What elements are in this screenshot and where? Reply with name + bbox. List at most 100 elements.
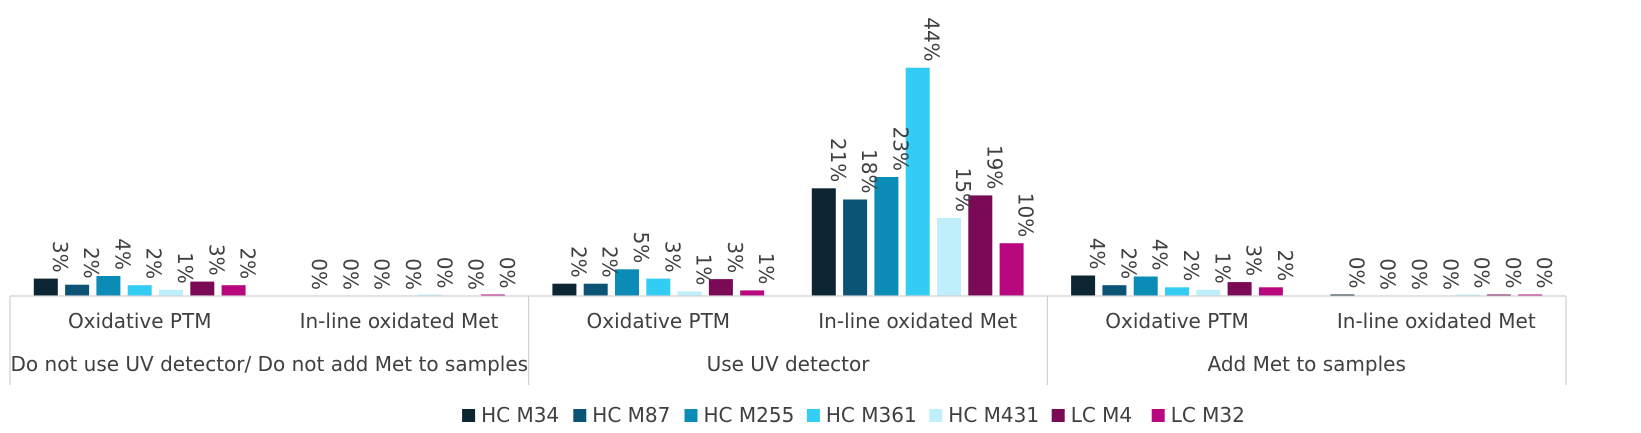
- bar-lc-m32-5: [1518, 294, 1543, 296]
- legend-swatch: [573, 409, 587, 422]
- value-label: 0%: [432, 257, 456, 289]
- bar-hc-m361-0: [127, 285, 152, 296]
- legend-swatch: [1051, 409, 1065, 422]
- bar-hc-m255-3: [874, 177, 899, 296]
- bar-hc-m34-4: [1071, 275, 1096, 296]
- bar-lc-m4-3: [968, 195, 993, 296]
- legend-label: HC M361: [826, 403, 917, 427]
- category-label: Oxidative PTM: [587, 309, 731, 333]
- bar-hc-m34-3: [811, 188, 836, 296]
- category-label: Oxidative PTM: [1105, 309, 1249, 333]
- legend-item-hc-m87: HC M87: [573, 403, 670, 427]
- value-label: 4%: [1148, 239, 1172, 271]
- bar-hc-m87-4: [1102, 285, 1127, 296]
- legend-item-hc-m431: HC M431: [929, 403, 1039, 427]
- legend-item-lc-m4: LC M4: [1051, 403, 1132, 427]
- legend-label: LC M4: [1071, 403, 1132, 427]
- value-label: 2%: [79, 247, 103, 279]
- value-label: 19%: [982, 145, 1006, 189]
- value-label: 0%: [1532, 257, 1556, 289]
- value-label: 10%: [1014, 193, 1038, 237]
- bar-hc-m361-3: [905, 67, 930, 296]
- bar-lc-m32-0: [221, 285, 246, 296]
- value-label: 0%: [401, 258, 425, 290]
- bar-hc-m361-4: [1165, 287, 1189, 296]
- value-label: 0%: [1501, 257, 1525, 289]
- value-label: 18%: [857, 149, 881, 193]
- value-label: 0%: [1344, 257, 1368, 289]
- value-label: 15%: [951, 168, 975, 212]
- bar-hc-m87-3: [843, 199, 868, 296]
- value-label: 1%: [1210, 252, 1234, 284]
- legend-swatch: [806, 409, 820, 422]
- legend-item-hc-m34: HC M34: [462, 403, 559, 427]
- value-label: 3%: [204, 244, 228, 276]
- value-label: 3%: [1242, 244, 1266, 276]
- value-label: 4%: [1085, 238, 1109, 270]
- legend-label: HC M255: [704, 403, 795, 427]
- value-label: 0%: [1438, 258, 1462, 290]
- value-label: 4%: [110, 238, 134, 270]
- bar-lc-m32-3: [999, 243, 1024, 296]
- bar-lc-m4-2: [708, 279, 733, 296]
- value-label: 44%: [920, 17, 944, 61]
- value-label: 1%: [754, 253, 778, 285]
- bar-hc-m361-2: [646, 278, 671, 296]
- value-labels-layer: 3% 2% 4% 2% 1% 3% 2% 0% 0% 0% 0% 0% 0% 0% 2% 2% 5% 3% 1% 3%…: [48, 17, 1556, 290]
- legend-swatch: [929, 409, 943, 422]
- value-label: 2%: [598, 246, 622, 278]
- value-label: 2%: [236, 247, 260, 279]
- value-label: 1%: [173, 252, 197, 284]
- bar-lc-m32-1: [480, 294, 505, 296]
- value-label: 21%: [826, 138, 850, 182]
- bar-lc-m32-2: [740, 290, 765, 296]
- bar-lc-m32-4: [1258, 287, 1283, 296]
- bar-hc-m431-4: [1196, 289, 1221, 296]
- bar-hc-m431-1: [418, 294, 443, 296]
- bar-hc-m255-4: [1133, 276, 1158, 296]
- category-label: Oxidative PTM: [68, 309, 212, 333]
- group-label: Add Met to samples: [1207, 352, 1405, 376]
- value-label: 0%: [495, 257, 519, 289]
- value-label: 0%: [1470, 257, 1494, 289]
- category-axis: Oxidative PTM In-line oxidated Met Do not …: [9, 295, 1567, 385]
- legend-swatch: [462, 409, 476, 422]
- bars-layer: [33, 67, 1543, 296]
- bar-lc-m4-0: [190, 281, 215, 296]
- value-label: 2%: [1273, 250, 1297, 282]
- value-label: 5%: [629, 232, 653, 264]
- legend-label: HC M34: [481, 403, 559, 427]
- value-label: 23%: [888, 127, 912, 171]
- value-label: 2%: [566, 246, 590, 278]
- bar-hc-m431-5: [1455, 294, 1480, 296]
- value-label: 0%: [307, 258, 331, 290]
- value-label: 0%: [338, 258, 362, 290]
- value-label: 1%: [692, 254, 716, 286]
- legend-item-lc-m32: LC M32: [1151, 403, 1245, 427]
- legend: HC M34 HC M87 HC M255 HC M361 HC M431 LC M4 LC…: [462, 403, 1245, 427]
- value-label: 0%: [1407, 258, 1431, 290]
- bar-lc-m4-4: [1227, 282, 1252, 296]
- category-label: In-line oxidated Met: [818, 309, 1017, 333]
- bar-hc-m34-0: [33, 278, 58, 296]
- value-label: 2%: [1116, 247, 1140, 279]
- bar-hc-m431-0: [159, 289, 183, 296]
- bar-hc-m255-0: [96, 276, 121, 296]
- legend-swatch: [1151, 409, 1165, 422]
- bar-hc-m87-0: [65, 284, 90, 296]
- value-label: 3%: [660, 241, 684, 273]
- value-label: 0%: [464, 258, 488, 290]
- value-label: 3%: [723, 241, 747, 273]
- legend-item-hc-m255: HC M255: [684, 403, 795, 427]
- category-label: In-line oxidated Met: [300, 309, 499, 333]
- value-label: 0%: [1376, 258, 1400, 290]
- bar-hc-m431-2: [677, 291, 702, 296]
- group-label: Use UV detector: [707, 352, 871, 376]
- bar-hc-m431-3: [937, 218, 961, 296]
- bar-hc-m87-2: [583, 283, 608, 296]
- bar-hc-m34-2: [552, 283, 577, 296]
- bar-hc-m34-5: [1330, 294, 1355, 296]
- legend-label: HC M87: [592, 403, 670, 427]
- group-label: Do not use UV detector/ Do not add Met t…: [11, 352, 529, 376]
